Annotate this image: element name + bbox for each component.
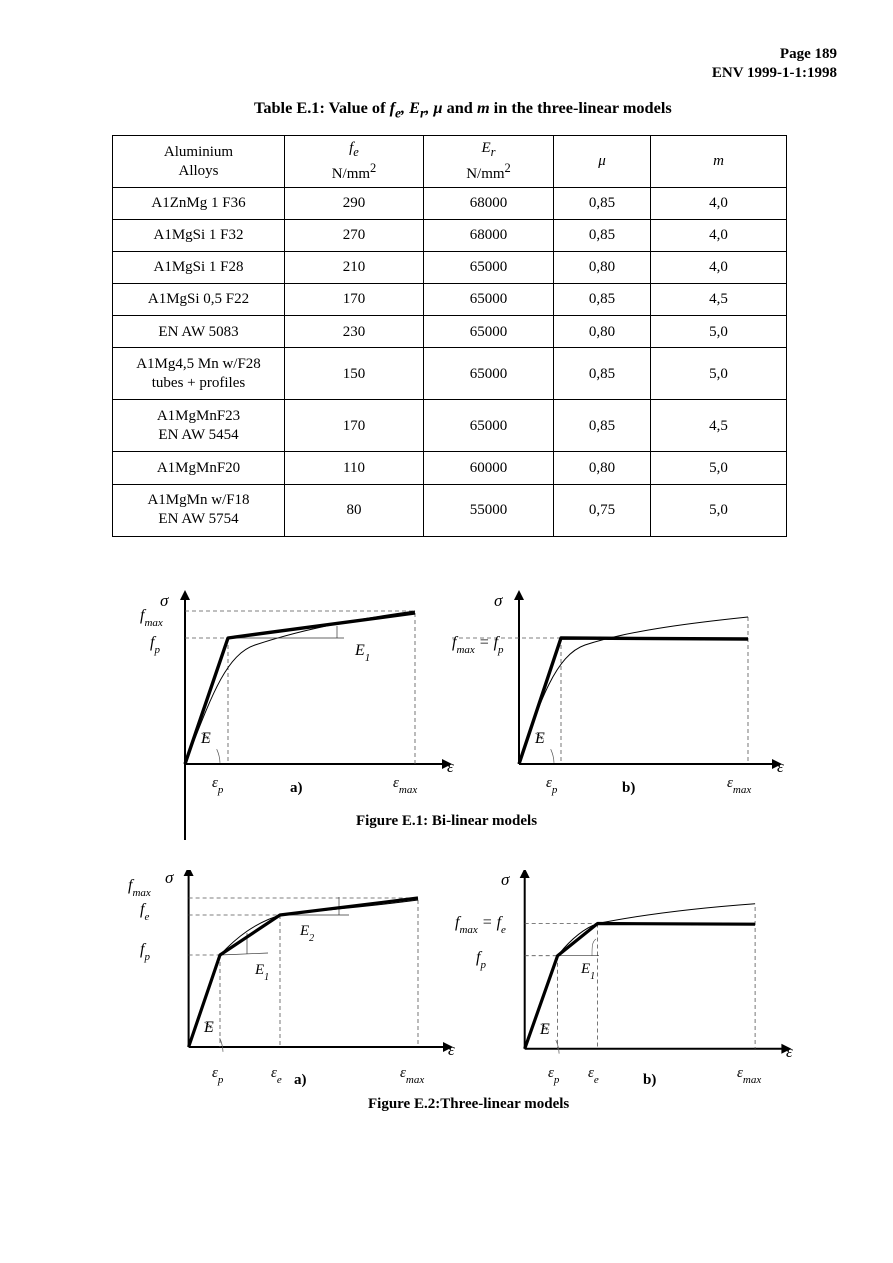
svg-text:fp: fp bbox=[150, 634, 160, 656]
svg-text:ε: ε bbox=[448, 1040, 455, 1059]
svg-text:E1: E1 bbox=[580, 961, 595, 982]
svg-text:b): b) bbox=[643, 1072, 656, 1088]
svg-text:fmax: fmax bbox=[128, 877, 151, 899]
svg-text:a): a) bbox=[290, 780, 303, 796]
svg-text:fmax = fp: fmax = fp bbox=[452, 634, 504, 656]
svg-text:ε: ε bbox=[447, 757, 454, 776]
svg-text:E: E bbox=[534, 730, 545, 747]
svg-text:fe: fe bbox=[140, 901, 149, 923]
svg-text:εe: εe bbox=[588, 1065, 599, 1086]
svg-text:b): b) bbox=[622, 780, 635, 796]
svg-text:σ: σ bbox=[165, 870, 174, 887]
svg-text:E2: E2 bbox=[299, 923, 314, 944]
svg-text:fp: fp bbox=[140, 941, 150, 963]
svg-text:fmax = fe: fmax = fe bbox=[455, 914, 506, 936]
svg-text:fmax: fmax bbox=[140, 607, 163, 629]
svg-text:εmax: εmax bbox=[393, 775, 417, 796]
svg-text:εmax: εmax bbox=[400, 1065, 424, 1086]
svg-text:σ: σ bbox=[494, 591, 503, 610]
svg-text:ε: ε bbox=[786, 1042, 793, 1061]
svg-text:εmax: εmax bbox=[737, 1065, 761, 1086]
svg-text:fp: fp bbox=[476, 949, 486, 971]
svg-text:εmax: εmax bbox=[727, 775, 751, 796]
svg-text:E: E bbox=[203, 1019, 214, 1036]
svg-text:εp: εp bbox=[548, 1065, 560, 1086]
svg-text:εp: εp bbox=[546, 775, 558, 796]
svg-text:εp: εp bbox=[212, 775, 224, 796]
svg-text:σ: σ bbox=[501, 870, 510, 889]
svg-text:E: E bbox=[200, 730, 211, 747]
svg-text:ε: ε bbox=[777, 757, 784, 776]
svg-text:E: E bbox=[539, 1021, 550, 1038]
svg-text:εe: εe bbox=[271, 1065, 282, 1086]
svg-text:E1: E1 bbox=[354, 642, 370, 664]
svg-text:σ: σ bbox=[160, 591, 169, 610]
svg-text:εp: εp bbox=[212, 1065, 224, 1086]
svg-text:E1: E1 bbox=[254, 962, 269, 983]
svg-text:a): a) bbox=[294, 1072, 307, 1088]
